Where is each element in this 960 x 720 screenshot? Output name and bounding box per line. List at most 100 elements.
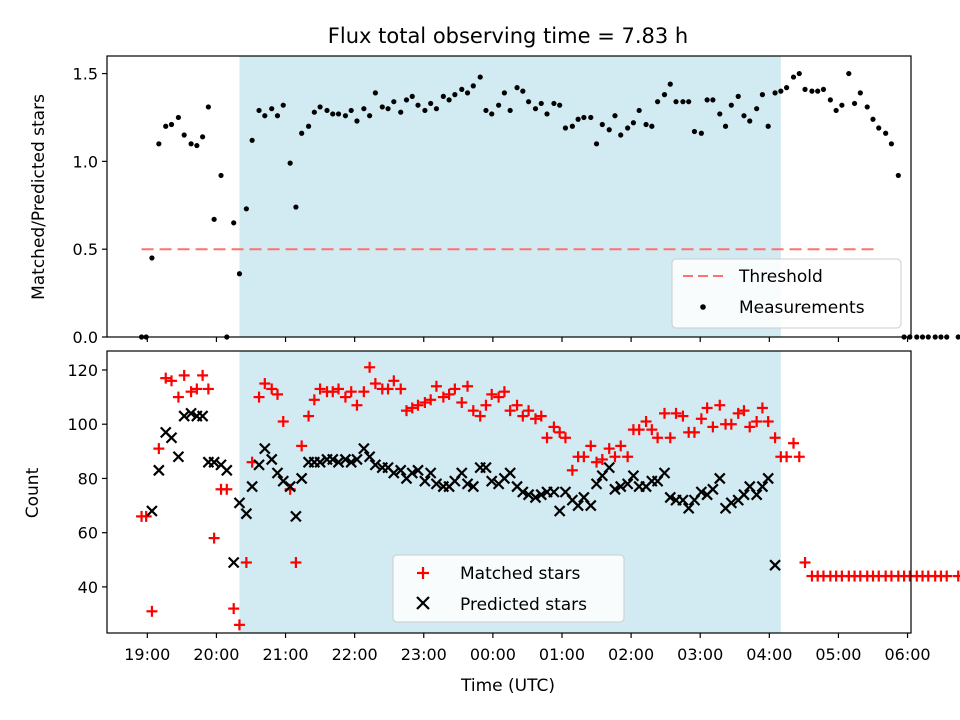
predicted-star-point	[756, 480, 769, 493]
matched-star-point	[688, 426, 700, 438]
ratio-panel: 0.0 0.5 1.0 1.5 Flux total observing time =…	[29, 24, 960, 347]
matched-star-point	[566, 464, 578, 476]
predicted-star-point	[548, 486, 560, 498]
predicted-star-point	[677, 494, 689, 506]
matched-legend-swatch	[417, 567, 429, 579]
measurement-point	[415, 102, 421, 108]
measurement-point	[754, 106, 760, 112]
predicted-star-point	[585, 499, 597, 512]
predicted-star-point	[165, 431, 178, 444]
matched-star-point	[146, 605, 158, 617]
x-axis-title: Time (UTC)	[460, 676, 555, 696]
predicted-star-point	[535, 488, 548, 501]
matched-star-point	[351, 399, 363, 411]
matched-star-point	[160, 372, 172, 384]
measurement-point	[680, 99, 686, 105]
matched-star-point	[554, 426, 566, 438]
measurement-point	[305, 123, 312, 129]
matched-star-point	[178, 369, 190, 381]
legend-box	[671, 258, 902, 329]
top-axes-frame	[106, 55, 912, 338]
measurement-point	[163, 123, 169, 129]
x-tick-label: 21:00	[262, 645, 308, 664]
matched-star-point	[559, 432, 571, 444]
measurement-point	[820, 86, 827, 92]
measurement-point	[194, 142, 200, 149]
predicted-star-point	[529, 491, 542, 504]
predicted-star-point	[627, 469, 640, 482]
measurement-point	[299, 130, 305, 136]
measurement-point	[205, 104, 211, 110]
matched-star-point	[633, 424, 645, 436]
measurement-point	[765, 123, 771, 129]
measurement-point	[496, 102, 502, 108]
matched-stars-points	[136, 361, 960, 631]
x-tick-label: 01:00	[539, 645, 585, 664]
predicted-star-point	[295, 472, 308, 485]
predicted-star-point	[424, 467, 437, 479]
measurement-point	[243, 206, 249, 212]
matched-star-point	[233, 619, 245, 631]
predicted-star-point	[369, 459, 382, 471]
predicted-star-point	[221, 464, 233, 477]
measurement-point	[955, 334, 960, 340]
matched-star-point	[781, 451, 793, 463]
measurement-point	[525, 99, 532, 105]
legend-box-bottom	[392, 554, 625, 623]
measurement-point	[532, 106, 539, 112]
measurement-point	[944, 334, 950, 340]
matched-star-point	[762, 416, 774, 427]
matched-star-point	[197, 369, 209, 381]
top-y-ticks: 0.0 0.5 1.0 1.5	[73, 65, 107, 347]
matched-star-point	[695, 413, 707, 425]
matched-star-point	[596, 453, 608, 465]
predicted-star-point	[695, 486, 708, 498]
measurement-point	[293, 204, 299, 210]
y-tick-label: 80	[78, 469, 98, 488]
matched-star-point	[153, 443, 165, 455]
x-tick-label: 04:00	[746, 645, 792, 664]
measurement-point	[311, 109, 317, 115]
measurement-point	[778, 88, 784, 94]
measurement-point	[538, 100, 544, 107]
legend-label-predicted: Predicted stars	[460, 595, 587, 615]
measurement-point	[391, 99, 397, 105]
matched-star-point	[191, 383, 203, 395]
matched-star-point	[419, 397, 431, 409]
predicted-star-point	[246, 480, 258, 493]
bottom-y-ticks: 40 60 80 100 120	[67, 361, 107, 597]
measurement-point	[747, 118, 753, 124]
measurement-point	[464, 90, 471, 96]
matched-star-point	[437, 391, 449, 403]
measurement-point	[661, 92, 668, 98]
matched-star-point	[615, 440, 627, 452]
predicted-star-point	[412, 464, 424, 477]
bottom-legend: Matched stars Predicted stars	[392, 554, 625, 623]
matched-star-point	[670, 407, 682, 419]
predicted-star-point	[750, 488, 763, 501]
matched-star-point	[609, 451, 621, 463]
predicted-star-point	[227, 556, 240, 569]
predicted-star-point	[522, 488, 535, 501]
matched-star-point	[456, 397, 468, 409]
predicted-star-point	[406, 467, 419, 479]
measurement-point	[428, 100, 434, 107]
y-tick-label: 100	[67, 415, 98, 434]
matched-star-point	[228, 603, 240, 615]
measurement-point	[704, 97, 710, 103]
matched-star-point	[788, 437, 800, 449]
predicted-star-point	[153, 464, 165, 477]
matched-star-point	[578, 451, 590, 463]
matched-star-point	[388, 375, 400, 387]
predicted-star-point	[762, 472, 774, 485]
count-panel: 40 60 80 100 120 19:00 20:00 21:00 22:00 23:00 00…	[23, 350, 960, 696]
matched-star-point	[208, 532, 220, 544]
measurement-point	[477, 74, 483, 80]
measurement-point	[507, 107, 513, 114]
measurement-point	[452, 92, 458, 98]
predicted-star-point	[603, 461, 615, 474]
measurement-point	[925, 334, 931, 340]
matched-star-point	[535, 410, 547, 422]
predicted-star-point	[253, 459, 265, 471]
matched-star-point	[480, 399, 492, 411]
